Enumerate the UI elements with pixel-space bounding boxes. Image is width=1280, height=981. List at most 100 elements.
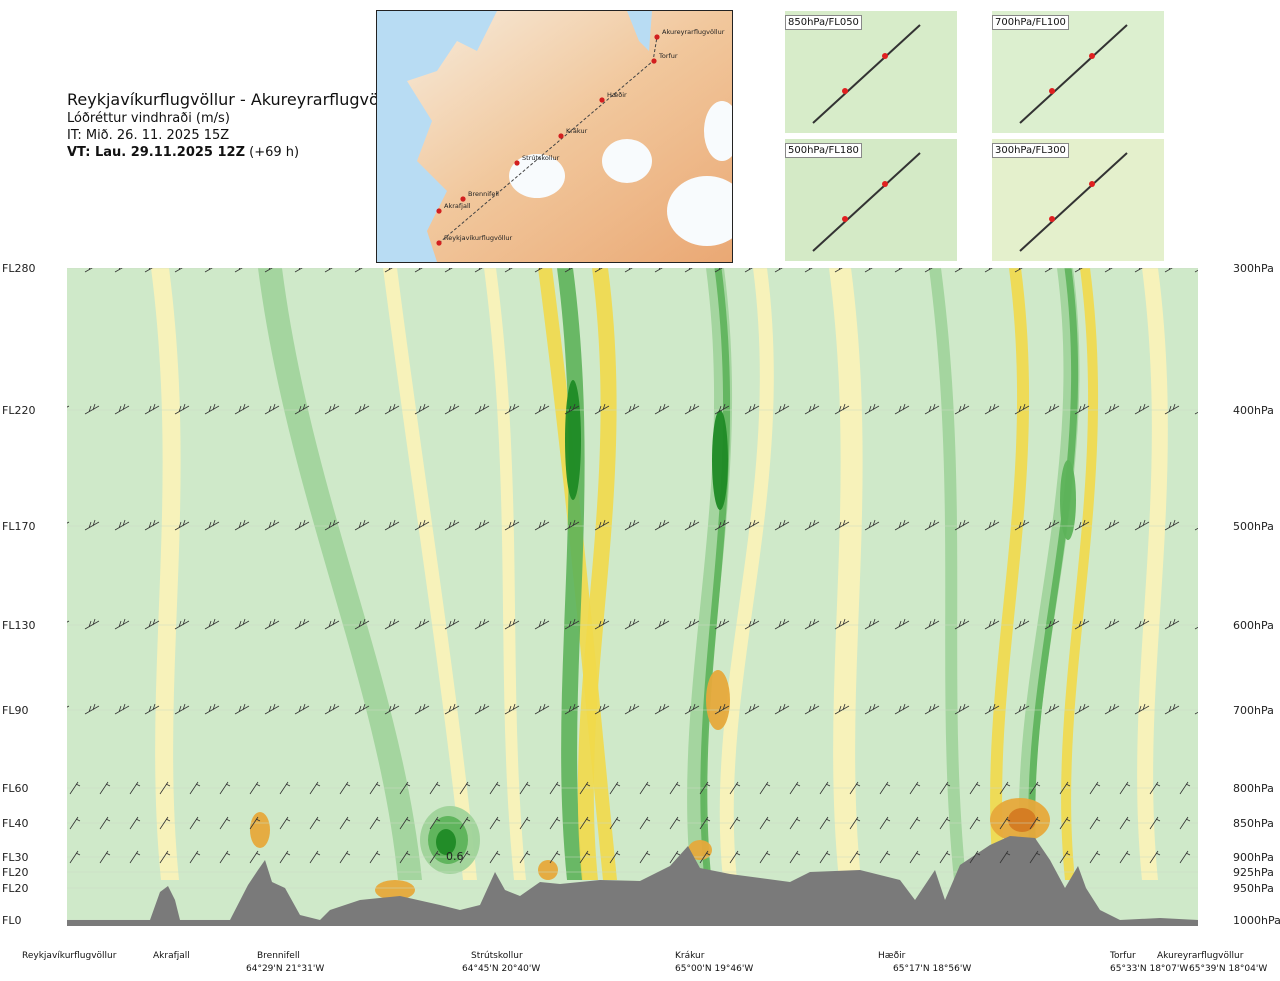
wind-barb [789,850,801,864]
wind-barb [204,618,220,630]
wind-barb [1014,403,1030,415]
map-fjord [627,11,652,51]
wind-barb [414,519,430,531]
wind-barb [114,268,124,273]
wind-barb [504,618,520,630]
wind-barb [324,268,334,273]
wind-barb [759,850,771,864]
wind-barb [534,618,550,630]
wind-barb [939,781,951,795]
wind-barb [429,781,441,795]
wind-barb [894,268,904,273]
map-place-label: Akureyrarflugvöllur [662,28,725,36]
left-axis-tick: FL90 [2,704,28,717]
wind-barb [144,618,160,630]
wind-barb [384,703,400,715]
wind-barb [354,618,370,630]
wind-barb [1164,618,1180,630]
station-coord: 65°17'N 18°56'W [893,964,972,974]
wind-barb [744,403,760,415]
wind-barb [369,816,381,830]
wind-barb [1179,850,1191,864]
wind-barb [1134,403,1150,415]
wind-barb [774,403,790,415]
wind-barb [264,618,280,630]
wind-band [151,268,181,880]
left-axis: FL280 FL220 FL170 FL130 FL90 FL60 FL40 FL30 FL20… [2,262,35,927]
mini-map-500-dot [882,181,888,187]
wind-barb [729,850,741,864]
wind-barb [594,519,610,531]
wind-barb [264,268,274,273]
wind-band [258,268,422,880]
wind-barb [834,403,850,415]
wind-barb [204,403,220,415]
variable-label: Lóðréttur vindhraði (m/s) [67,111,230,126]
wind-barb [519,850,531,864]
mini-map-500-dot [842,216,848,222]
wind-barb [774,703,790,715]
wind-band [577,268,617,880]
wind-barb [339,781,351,795]
wind-barb [1074,618,1090,630]
wind-barb [684,403,700,415]
right-axis-tick: 900hPa [1233,851,1274,864]
wind-barb [67,705,70,708]
wind-barb [579,850,591,864]
wind-barb [1014,268,1024,273]
wind-barb [609,816,621,830]
map-place-label: Torfur [658,52,678,60]
wind-barb [924,268,934,273]
wind-barb [384,618,400,630]
wind-barb [969,850,981,864]
wind-barb [579,816,591,830]
wind-barb [429,816,441,830]
station-coord: 64°45'N 20°40'W [462,964,541,974]
right-axis-tick: 400hPa [1233,404,1274,417]
wind-barb [129,781,141,795]
wind-barb [834,703,850,715]
wind-barb [84,403,100,415]
station-name: Akureyrarflugvöllur [1157,951,1244,961]
map-place-label: Strútskollur [522,154,560,162]
station-coord: 64°29'N 21°31'W [246,964,325,974]
wind-barb [324,519,340,531]
wind-barb [954,403,970,415]
wind-barb [954,618,970,630]
wind-barb [1074,703,1090,715]
wind-barb [564,519,580,531]
wind-barb [1074,268,1084,273]
mini-map-850-label: 850hPa/FL050 [785,15,862,30]
wind-barb [969,781,981,795]
wind-barb [444,703,460,715]
wind-barb [669,781,681,795]
wind-barb [1074,403,1090,415]
map-points: Akureyrarflugvöllur Torfur Hæðir Krákur Strú… [436,28,725,246]
wind-barb [1014,703,1030,715]
wind-barb [40,782,50,794]
wind-barb [1119,816,1131,830]
wind-barb [1014,519,1030,531]
wind-barb [489,781,501,795]
wind-barb [894,519,910,531]
wind-barb [759,781,771,795]
wind-barb [324,403,340,415]
mini-map-500-label: 500hPa/FL180 [785,143,862,158]
wind-barb [279,850,291,864]
wind-barb [894,618,910,630]
map-place-label: Hæðir [607,91,627,99]
valid-time: VT: Lau. 29.11.2025 12Z (+69 h) [67,145,397,160]
wind-barb [519,816,531,830]
wind-barb [1194,411,1198,415]
wind-barb [144,268,154,273]
wind-barb [294,268,304,273]
wind-barb [1104,519,1120,531]
wind-barb [309,781,321,795]
wind-barb [834,268,844,273]
wind-barb [939,850,951,864]
wind-barb [249,850,261,864]
wind-bands [151,268,1168,880]
wind-barb [249,781,261,795]
wind-barb [1089,850,1101,864]
valid-time-offset: (+69 h) [245,145,300,160]
